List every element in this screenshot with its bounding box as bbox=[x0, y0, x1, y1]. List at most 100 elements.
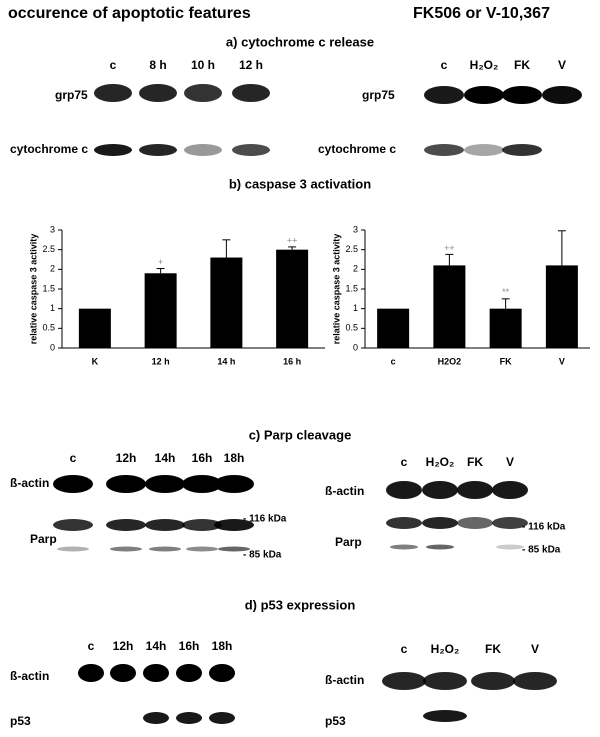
blot-band bbox=[513, 672, 557, 690]
y-tick-label: 2.5 bbox=[42, 244, 55, 254]
blot-band bbox=[176, 664, 202, 682]
row-label: ß-actin bbox=[10, 669, 49, 683]
blot-band bbox=[426, 544, 454, 550]
section-heading: c) Parp cleavage bbox=[249, 427, 352, 442]
blot-band bbox=[182, 519, 222, 531]
significance-label: ++ bbox=[287, 235, 298, 245]
blot-band bbox=[424, 86, 464, 104]
lane-label: 8 h bbox=[149, 58, 166, 72]
y-tick-label: 0 bbox=[353, 342, 358, 352]
blot-band bbox=[209, 664, 235, 682]
blot-band bbox=[139, 84, 177, 102]
y-tick-label: 0.5 bbox=[42, 323, 55, 333]
lane-label: V bbox=[558, 58, 566, 72]
blot-band bbox=[457, 481, 493, 499]
blot-band bbox=[209, 712, 235, 724]
lane-label: 16h bbox=[179, 639, 200, 653]
lane-label: 18h bbox=[212, 639, 233, 653]
blot-band bbox=[149, 546, 181, 552]
size-marker: - 116 kDa bbox=[522, 522, 566, 533]
y-axis-label: relative caspase 3 activity bbox=[28, 234, 38, 345]
lane-label: 18h bbox=[224, 451, 245, 465]
lane-label: 12h bbox=[113, 639, 134, 653]
size-marker: - 85 kDa bbox=[522, 545, 561, 556]
y-tick-label: 0 bbox=[50, 342, 55, 352]
blot-band bbox=[464, 86, 504, 104]
x-tick-label: K bbox=[92, 356, 99, 366]
y-tick-label: 1.5 bbox=[42, 283, 55, 293]
blot-band bbox=[186, 546, 218, 552]
bar bbox=[433, 265, 466, 348]
x-tick-label: V bbox=[559, 356, 565, 366]
y-tick-label: 3 bbox=[353, 224, 358, 234]
row-label: grp75 bbox=[55, 88, 88, 102]
lane-label: H₂O₂ bbox=[426, 455, 455, 469]
lane-label: c bbox=[110, 58, 117, 72]
figure-title: occurence of apoptotic features bbox=[8, 5, 251, 22]
blot-band bbox=[457, 517, 493, 529]
blot-band bbox=[382, 672, 426, 690]
row-label: cytochrome c bbox=[10, 142, 88, 156]
blot-band bbox=[57, 546, 89, 552]
x-tick-label: 14 h bbox=[217, 356, 235, 366]
blot-band bbox=[422, 517, 458, 529]
blot-band bbox=[94, 144, 132, 156]
bar bbox=[276, 249, 309, 348]
y-tick-label: 2.5 bbox=[345, 244, 358, 254]
y-tick-label: 2 bbox=[353, 264, 358, 274]
lane-label: 16h bbox=[192, 451, 213, 465]
blot-band bbox=[110, 664, 136, 682]
section-heading: d) p53 expression bbox=[245, 597, 356, 612]
bar bbox=[377, 308, 410, 348]
figure-subtitle: FK506 or V-10,367 bbox=[413, 5, 550, 22]
y-tick-label: 0.5 bbox=[345, 323, 358, 333]
lane-label: V bbox=[506, 455, 514, 469]
blot-band bbox=[145, 519, 185, 531]
lane-label: FK bbox=[514, 58, 530, 72]
blot-band bbox=[492, 481, 528, 499]
blot-band bbox=[176, 712, 202, 724]
bar bbox=[210, 257, 243, 348]
significance-label: ++ bbox=[444, 243, 455, 253]
blot-band bbox=[386, 481, 422, 499]
blot-band bbox=[496, 544, 524, 550]
section-heading: a) cytochrome c release bbox=[226, 34, 374, 49]
lane-label: c bbox=[401, 642, 408, 656]
blot-band bbox=[184, 144, 222, 156]
row-label: p53 bbox=[10, 714, 31, 728]
bar bbox=[545, 265, 578, 348]
lane-label: H₂O₂ bbox=[470, 58, 499, 72]
lane-label: FK bbox=[485, 642, 501, 656]
blot-band bbox=[145, 475, 185, 493]
x-tick-label: 12 h bbox=[152, 356, 170, 366]
row-label: p53 bbox=[325, 714, 346, 728]
lane-label: c bbox=[88, 639, 95, 653]
blot-band bbox=[110, 546, 142, 552]
blot-band bbox=[53, 475, 93, 493]
lane-label: 10 h bbox=[191, 58, 215, 72]
blot-band bbox=[53, 519, 93, 531]
lane-label: c bbox=[401, 455, 408, 469]
lane-label: 12 h bbox=[239, 58, 263, 72]
y-tick-label: 1.5 bbox=[345, 283, 358, 293]
blot-band bbox=[424, 144, 464, 156]
size-marker: - 85 kDa bbox=[243, 550, 282, 561]
lane-label: V bbox=[531, 642, 539, 656]
blot-band bbox=[94, 84, 132, 102]
blot-band bbox=[139, 144, 177, 156]
bar bbox=[144, 273, 177, 348]
blot-band bbox=[542, 86, 582, 104]
y-tick-label: 1 bbox=[353, 303, 358, 313]
blot-band bbox=[422, 481, 458, 499]
blot-band bbox=[390, 544, 418, 550]
blot-band bbox=[471, 672, 515, 690]
blot-band bbox=[106, 475, 146, 493]
blot-band bbox=[386, 517, 422, 529]
blot-band bbox=[464, 144, 504, 156]
blot-band bbox=[182, 475, 222, 493]
lane-label: c bbox=[441, 58, 448, 72]
blot-band bbox=[492, 517, 528, 529]
blot-band bbox=[423, 710, 467, 722]
blot-band bbox=[184, 84, 222, 102]
